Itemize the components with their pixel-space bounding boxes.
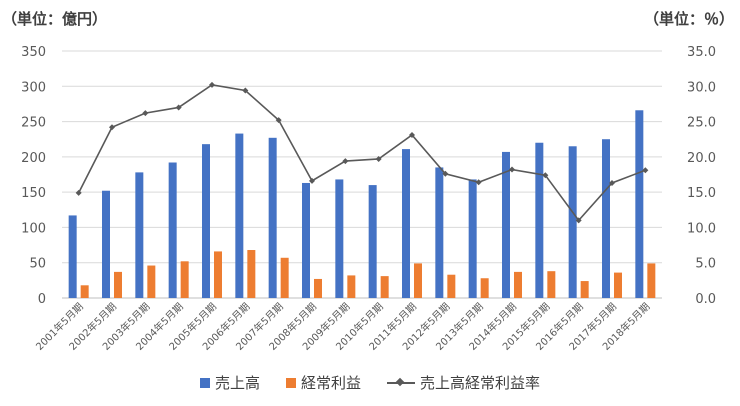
legend-item-sales: 売上高 bbox=[199, 372, 260, 393]
bar-ordinary-profit bbox=[547, 271, 556, 298]
point-margin bbox=[609, 179, 615, 186]
left-axis-tick-label: 200 bbox=[21, 151, 46, 166]
legend: 売上高 経常利益 売上高経常利益率 bbox=[0, 372, 740, 393]
bar-ordinary-profit bbox=[247, 250, 256, 298]
point-margin bbox=[175, 104, 182, 111]
bar-ordinary-profit bbox=[314, 278, 322, 298]
left-axis-tick-label: 350 bbox=[21, 45, 46, 60]
left-axis-tick-label: 300 bbox=[21, 80, 46, 95]
bar-sales bbox=[402, 149, 410, 298]
right-axis-tick-label: 20.0 bbox=[687, 151, 716, 166]
legend-swatch-ordinary-profit bbox=[285, 377, 296, 388]
legend-swatch-margin bbox=[387, 377, 415, 389]
bar-ordinary-profit bbox=[614, 272, 622, 298]
bar-ordinary-profit bbox=[414, 263, 422, 298]
left-axis-tick-label: 50 bbox=[29, 257, 46, 272]
bar-ordinary-profit bbox=[647, 263, 656, 298]
right-axis-tick-label: 15.0 bbox=[687, 186, 716, 201]
point-margin bbox=[575, 217, 582, 224]
point-margin bbox=[142, 110, 149, 117]
bar-sales bbox=[68, 215, 77, 298]
bar-sales bbox=[335, 179, 344, 298]
left-axis-tick-label: 0 bbox=[38, 292, 46, 307]
bar-sales bbox=[602, 139, 610, 298]
right-axis-unit: （単位：％） bbox=[643, 10, 734, 28]
point-margin bbox=[409, 131, 415, 138]
legend-item-ordinary-profit: 経常利益 bbox=[285, 372, 361, 393]
point-margin bbox=[275, 117, 282, 124]
point-margin bbox=[442, 170, 449, 177]
right-axis-tick-label: 35.0 bbox=[687, 45, 716, 60]
bar-sales bbox=[568, 146, 577, 298]
bar-ordinary-profit bbox=[447, 274, 456, 298]
point-margin bbox=[309, 177, 315, 184]
left-axis-unit: （単位：億円） bbox=[2, 10, 108, 28]
point-margin bbox=[209, 81, 215, 88]
bar-ordinary-profit bbox=[147, 265, 156, 298]
bar-ordinary-profit bbox=[347, 275, 356, 298]
bar-sales bbox=[302, 182, 310, 298]
bar-sales bbox=[468, 179, 477, 298]
bar-sales bbox=[435, 167, 444, 298]
point-margin bbox=[642, 167, 649, 174]
right-axis-tick-label: 5.0 bbox=[695, 257, 716, 272]
point-margin bbox=[375, 155, 382, 162]
bar-ordinary-profit bbox=[80, 285, 89, 298]
legend-label-sales: 売上高 bbox=[214, 374, 260, 392]
left-axis-tick-label: 150 bbox=[21, 186, 46, 201]
legend-label-margin: 売上高経常利益率 bbox=[420, 374, 541, 392]
right-axis-tick-label: 30.0 bbox=[687, 80, 716, 95]
bar-sales bbox=[102, 190, 110, 298]
line-margin bbox=[77, 84, 646, 222]
bar-ordinary-profit bbox=[380, 276, 389, 298]
point-margin bbox=[475, 179, 482, 186]
bar-sales bbox=[202, 144, 210, 298]
point-margin bbox=[109, 124, 115, 131]
bar-sales bbox=[368, 185, 377, 298]
bar-ordinary-profit bbox=[280, 257, 289, 298]
point-margin bbox=[509, 166, 515, 173]
left-axis-tick-label: 250 bbox=[21, 116, 46, 131]
legend-swatch-sales bbox=[199, 377, 210, 388]
legend-label-ordinary-profit: 経常利益 bbox=[300, 374, 361, 392]
right-axis-tick-label: 10.0 bbox=[687, 221, 716, 236]
point-margin bbox=[242, 87, 249, 94]
bar-sales bbox=[235, 133, 244, 298]
bar-sales bbox=[635, 110, 644, 298]
bar-sales bbox=[535, 142, 544, 298]
bar-ordinary-profit bbox=[580, 281, 589, 298]
right-axis-tick-label: 25.0 bbox=[687, 116, 716, 131]
bar-ordinary-profit bbox=[180, 261, 189, 298]
bar-sales bbox=[168, 162, 177, 298]
right-axis-tick-label: 0.0 bbox=[695, 292, 716, 307]
bar-sales bbox=[268, 137, 277, 298]
bar-ordinary-profit bbox=[514, 271, 522, 298]
point-margin bbox=[542, 172, 549, 179]
left-axis-tick-label: 100 bbox=[21, 221, 46, 236]
point-margin bbox=[75, 189, 82, 196]
bar-sales bbox=[502, 151, 510, 298]
point-margin bbox=[342, 158, 349, 165]
bar-sales bbox=[135, 172, 144, 298]
bar-ordinary-profit bbox=[114, 271, 122, 298]
bar-ordinary-profit bbox=[214, 251, 222, 298]
bar-ordinary-profit bbox=[480, 278, 489, 298]
legend-item-margin: 売上高経常利益率 bbox=[387, 372, 540, 393]
